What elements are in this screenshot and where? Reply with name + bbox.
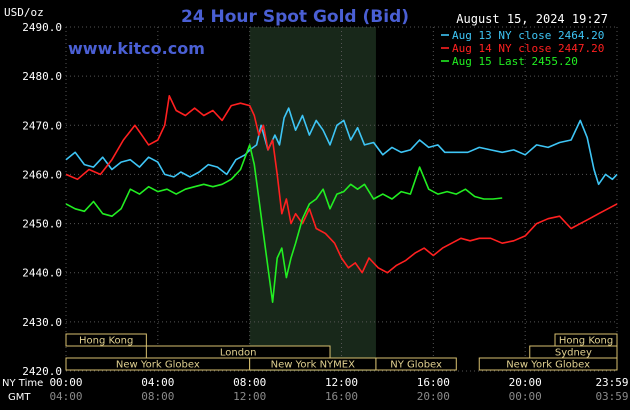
ny-time-tick: 20:00: [509, 376, 542, 389]
nymex-session-shading: [249, 27, 376, 371]
chart-date: August 15, 2024 19:27: [456, 12, 608, 26]
y-tick-label: 2470.0: [22, 119, 62, 132]
session-label: New York NYMEX: [271, 360, 356, 371]
session-band: [478, 357, 618, 371]
ny-time-tick: 23:59: [595, 376, 628, 389]
y-tick-label: 2450.0: [22, 218, 62, 231]
gmt-time-tick: 08:00: [141, 390, 174, 403]
session-label: New York Globex: [116, 360, 200, 371]
session-label: London: [220, 348, 257, 359]
session-label: New York Globex: [506, 360, 590, 371]
ny-time-label: NY Time: [2, 378, 43, 389]
y-tick-label: 2480.0: [22, 70, 62, 83]
session-band: [375, 357, 457, 371]
ny-time-tick: 04:00: [141, 376, 174, 389]
gmt-time-tick: 20:00: [417, 390, 450, 403]
gmt-time-tick: 03:59: [595, 390, 628, 403]
ny-time-tick: 08:00: [233, 376, 266, 389]
chart-title: 24 Hour Spot Gold (Bid): [181, 7, 409, 27]
gmt-time-tick: 04:00: [49, 390, 82, 403]
session-label: Hong Kong: [559, 336, 613, 347]
session-label: Sydney: [555, 348, 592, 359]
y-tick-label: 2460.0: [22, 168, 62, 181]
gmt-time-tick: 12:00: [233, 390, 266, 403]
y-tick-label: 2420.0: [22, 365, 62, 378]
series-line-3: [65, 144, 503, 304]
ny-time-tick: 00:00: [49, 376, 82, 389]
session-label: NY Globex: [390, 360, 442, 371]
units-label: USD/oz: [4, 6, 44, 19]
session-band: [65, 333, 147, 347]
legend-entry-1: Aug 13 NY close 2464.20: [452, 29, 604, 42]
series-line-2: [65, 95, 618, 274]
ny-time-tick: 16:00: [417, 376, 450, 389]
series-line-1: [65, 107, 618, 186]
site-url[interactable]: www.kitco.com: [68, 39, 205, 58]
session-label: Hong Kong: [79, 336, 133, 347]
gmt-label: GMT: [8, 392, 31, 403]
legend-entry-2: Aug 14 NY close 2447.20: [452, 42, 604, 55]
legend-entry-3: Aug 15 Last 2455.20: [452, 55, 578, 68]
y-tick-label: 2440.0: [22, 267, 62, 280]
gmt-time-tick: 00:00: [509, 390, 542, 403]
y-tick-label: 2430.0: [22, 316, 62, 329]
y-tick-label: 2490.0: [22, 21, 62, 34]
ny-time-tick: 12:00: [325, 376, 358, 389]
gmt-time-tick: 16:00: [325, 390, 358, 403]
